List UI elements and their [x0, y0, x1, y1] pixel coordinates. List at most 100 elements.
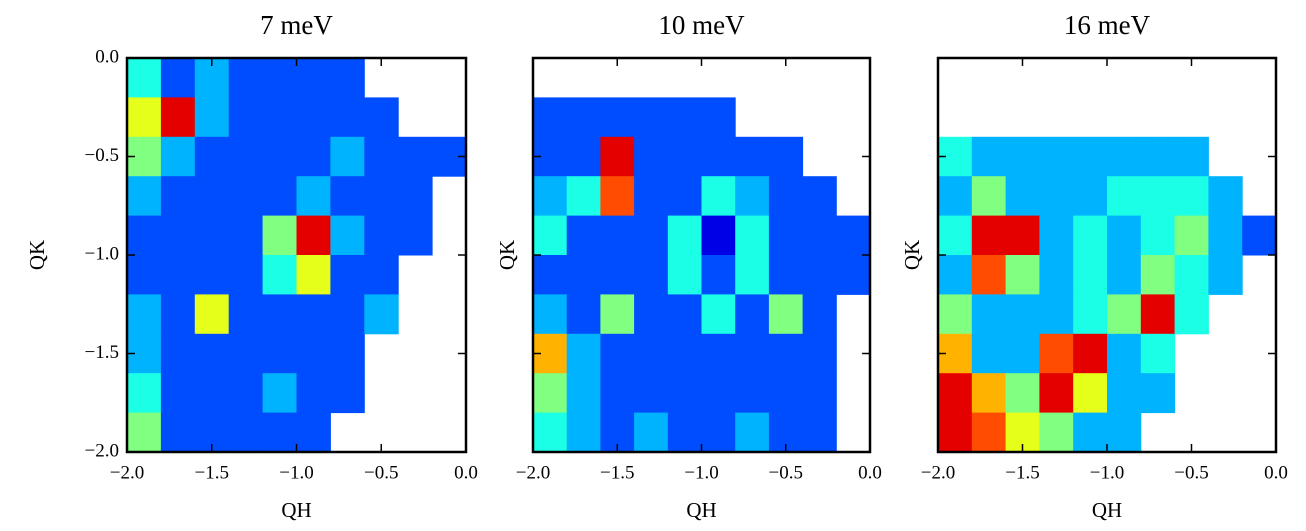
cell	[1208, 255, 1243, 295]
cell	[1140, 176, 1176, 217]
cell	[634, 136, 669, 177]
cell	[634, 412, 669, 453]
cell	[1107, 333, 1142, 374]
cell	[330, 176, 365, 217]
cell	[802, 255, 837, 295]
cell	[735, 294, 770, 335]
x-tick-label: 0.0	[858, 462, 882, 483]
cell	[330, 255, 365, 295]
cell	[160, 97, 196, 138]
cell	[364, 294, 399, 335]
x-tick-label: −1.0	[684, 462, 718, 483]
cell	[228, 412, 264, 453]
cell	[262, 176, 297, 217]
cell	[600, 176, 635, 217]
x-tick-label: −0.5	[364, 462, 398, 483]
cell	[127, 215, 162, 256]
cell	[1005, 176, 1040, 217]
cell	[1073, 255, 1108, 295]
cell	[1039, 412, 1074, 453]
y-axis-label: QK	[25, 240, 49, 270]
y-tick-label: −1.5	[85, 342, 119, 363]
cell	[533, 215, 568, 256]
cell	[1005, 255, 1040, 295]
x-tick-label: −0.5	[769, 462, 803, 483]
cell	[701, 215, 736, 256]
cell	[1005, 215, 1040, 256]
cell	[667, 412, 702, 453]
y-axis-label: QK	[900, 240, 924, 270]
cell	[1005, 294, 1040, 335]
cell	[600, 97, 635, 138]
cell	[971, 294, 1007, 335]
cell	[600, 373, 635, 414]
cell	[768, 255, 804, 295]
cell	[667, 215, 702, 256]
cell	[296, 97, 331, 138]
cell	[194, 255, 230, 295]
cell	[194, 97, 230, 138]
cell	[701, 294, 736, 335]
cell	[600, 294, 635, 335]
cell	[127, 58, 162, 98]
cell	[566, 333, 601, 374]
cell	[1107, 136, 1142, 177]
cell	[194, 176, 230, 217]
cell	[768, 333, 804, 374]
cell	[600, 215, 635, 256]
cell	[364, 255, 399, 295]
cell	[566, 255, 601, 295]
cell	[533, 255, 568, 295]
cell	[1073, 215, 1108, 256]
cell	[330, 58, 365, 98]
cell	[262, 58, 297, 98]
cell	[364, 176, 399, 217]
y-tick-label: 0.0	[95, 46, 119, 67]
cell	[330, 136, 365, 177]
cell	[768, 136, 804, 177]
cell	[398, 176, 433, 217]
cell	[330, 215, 365, 256]
x-tick-label: −1.5	[195, 462, 229, 483]
x-tick-label: 0.0	[454, 462, 478, 483]
cell	[228, 97, 264, 138]
y-tick-label: −2.0	[85, 440, 119, 461]
cell	[160, 58, 196, 98]
cell	[1174, 136, 1209, 177]
cell	[566, 215, 601, 256]
x-tick-label: −2.0	[110, 462, 144, 483]
cell	[1073, 294, 1108, 335]
cell	[160, 333, 196, 374]
cell	[1140, 333, 1176, 374]
cell	[701, 176, 736, 217]
cell	[768, 215, 804, 256]
cell	[971, 136, 1007, 177]
cell	[667, 255, 702, 295]
x-axis-label: QH	[1092, 498, 1122, 522]
cell	[938, 215, 973, 256]
cell	[160, 294, 196, 335]
cell	[1174, 215, 1209, 256]
cell	[735, 215, 770, 256]
cell	[160, 215, 196, 256]
x-tick-label: −2.0	[516, 462, 550, 483]
cell	[330, 97, 365, 138]
cell	[735, 255, 770, 295]
cell	[194, 373, 230, 414]
panel-title: 10 meV	[658, 10, 745, 40]
cell	[533, 412, 568, 453]
cell	[127, 97, 162, 138]
cell	[768, 294, 804, 335]
cell	[398, 136, 433, 177]
cell	[566, 294, 601, 335]
cell	[634, 373, 669, 414]
cell	[296, 294, 331, 335]
cell	[1073, 373, 1108, 414]
cell	[1039, 294, 1074, 335]
x-tick-label: −1.5	[600, 462, 634, 483]
cell	[735, 136, 770, 177]
cell	[566, 97, 601, 138]
x-tick-label: 0.0	[1264, 462, 1288, 483]
cell	[262, 215, 297, 256]
